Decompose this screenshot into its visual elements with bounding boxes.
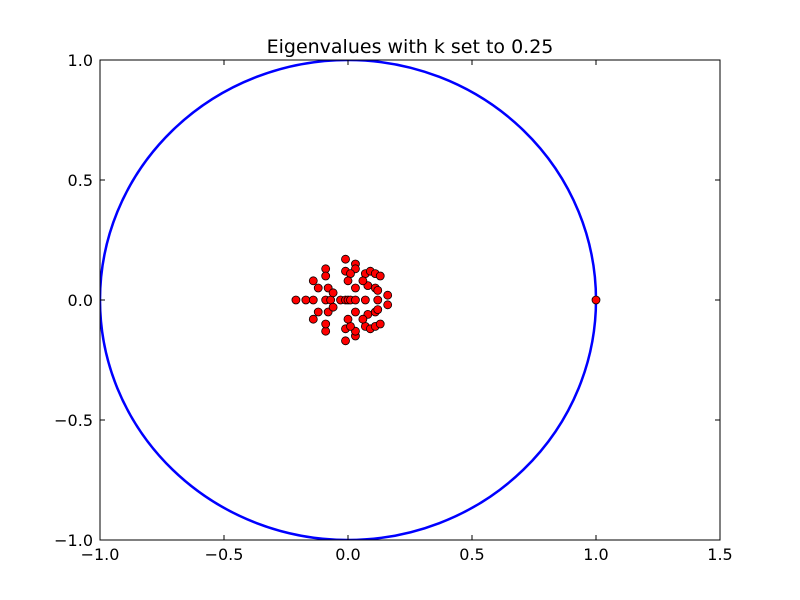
data-point xyxy=(321,271,331,281)
data-point xyxy=(373,285,383,295)
data-point xyxy=(308,295,318,305)
data-point xyxy=(341,254,350,264)
data-point xyxy=(291,295,301,305)
y-tick-label: 1.0 xyxy=(68,51,93,70)
data-point xyxy=(308,276,318,286)
data-point xyxy=(351,283,360,293)
data-point xyxy=(591,295,601,305)
data-point xyxy=(360,295,370,305)
data-point xyxy=(383,290,393,300)
data-point xyxy=(358,276,368,286)
y-tick-label: 0.5 xyxy=(68,171,93,190)
data-point xyxy=(328,302,338,312)
data-point xyxy=(358,314,368,324)
data-point xyxy=(328,288,338,298)
data-point xyxy=(375,319,385,329)
x-tick-label: 0.0 xyxy=(335,545,360,564)
x-tick-label: −0.5 xyxy=(205,545,244,564)
x-tick-label: 0.5 xyxy=(459,545,484,564)
eigenvalue-points xyxy=(291,254,601,346)
data-point xyxy=(313,307,323,317)
data-point xyxy=(301,295,311,305)
data-point xyxy=(313,283,323,293)
data-point xyxy=(351,307,360,317)
data-point xyxy=(373,305,383,315)
data-point xyxy=(343,314,353,324)
data-point xyxy=(341,336,350,346)
x-tick-label: −1.0 xyxy=(81,545,120,564)
data-point xyxy=(326,295,336,305)
data-point xyxy=(346,321,355,331)
data-point xyxy=(351,295,360,305)
data-point xyxy=(308,314,318,324)
x-tick-label: 1.5 xyxy=(707,545,732,564)
data-point xyxy=(375,271,385,281)
data-point xyxy=(383,300,393,310)
data-point xyxy=(321,326,331,336)
data-point xyxy=(373,295,383,305)
y-tick-label: 0.0 xyxy=(68,291,93,310)
data-point xyxy=(343,276,353,286)
chart-title: Eigenvalues with k set to 0.25 xyxy=(267,36,554,58)
y-tick-label: −0.5 xyxy=(54,411,93,430)
y-tick-label: −1.0 xyxy=(54,531,93,550)
data-point xyxy=(346,269,355,279)
data-point xyxy=(321,319,331,329)
x-tick-label: 1.0 xyxy=(583,545,608,564)
plot-area: −1.0 −0.5 0.0 0.5 1.0 1.5 −1.0 −0.5 0.0 0.5 1.0 xyxy=(54,51,733,564)
data-point xyxy=(321,264,331,274)
